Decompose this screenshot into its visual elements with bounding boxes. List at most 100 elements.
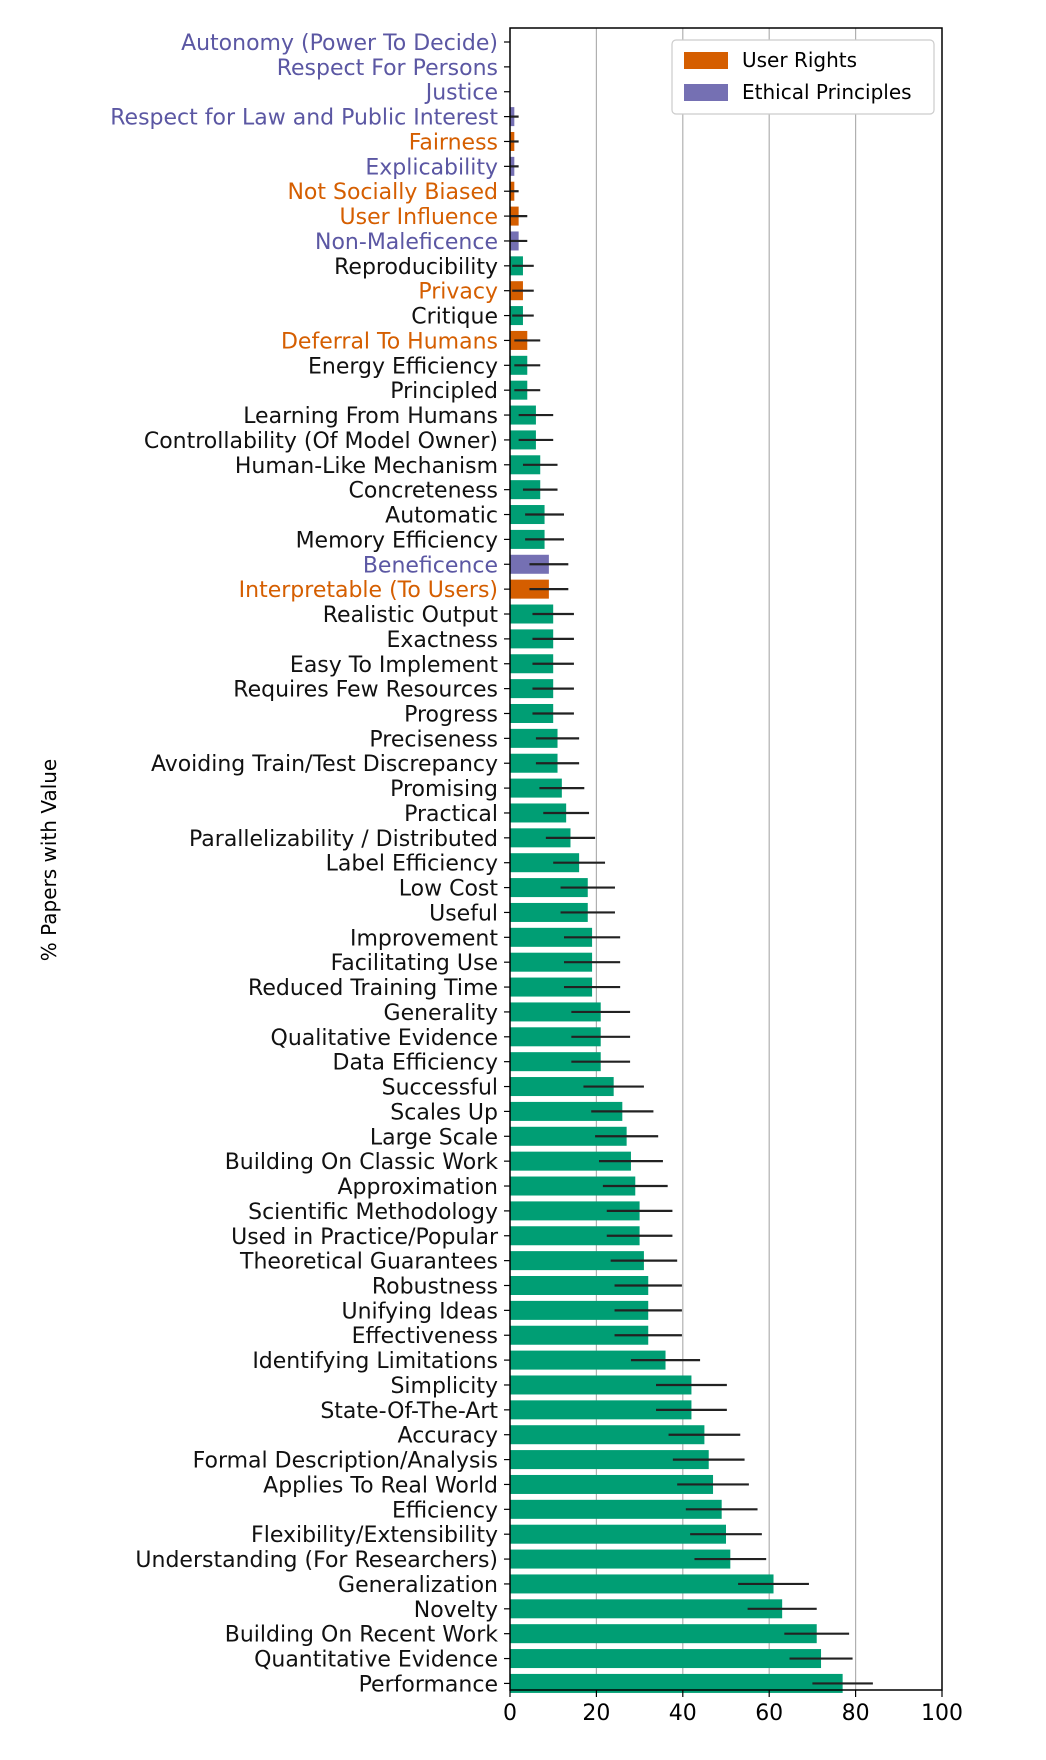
category-labels: Autonomy (Power To Decide)Respect For Pe… (110, 31, 510, 1697)
bars (510, 107, 843, 1693)
bar-parallelizability-distributed (510, 828, 571, 848)
category-label-data-efficiency: Data Efficiency (333, 1051, 499, 1076)
bar-progress (510, 703, 554, 723)
bar-performance (510, 1673, 843, 1693)
category-label-avoiding-train-test-discrepancy: Avoiding Train/Test Discrepancy (151, 752, 498, 777)
category-label-used-in-practice-popular: Used in Practice/Popular (231, 1225, 499, 1250)
legend-swatch-ethical-principles (684, 84, 728, 101)
category-label-exactness: Exactness (386, 628, 498, 653)
bar-generalization (510, 1574, 774, 1594)
category-label-autonomy-power-to-decide: Autonomy (Power To Decide) (181, 31, 498, 56)
legend-swatch-user-rights (684, 52, 728, 69)
category-label-progress: Progress (404, 702, 498, 727)
category-label-performance: Performance (359, 1672, 498, 1697)
category-label-memory-efficiency: Memory Efficiency (296, 528, 498, 553)
category-label-generality: Generality (384, 1001, 498, 1026)
category-label-critique: Critique (411, 305, 498, 330)
category-label-reduced-training-time: Reduced Training Time (248, 976, 498, 1001)
bar-effectiveness (510, 1325, 649, 1345)
x-tick-label-80: 80 (842, 1701, 870, 1726)
bar-formal-description-analysis (510, 1450, 709, 1470)
plot-frame (509, 27, 943, 1691)
category-label-justice: Justice (424, 81, 498, 106)
bar-low-cost (510, 878, 588, 898)
bar-building-on-classic-work (510, 1151, 631, 1171)
bar-scales-up (510, 1101, 623, 1121)
category-label-easy-to-implement: Easy To Implement (290, 653, 498, 678)
bar-qualitative-evidence (510, 1027, 601, 1047)
category-label-principled: Principled (390, 379, 498, 404)
category-label-unifying-ideas: Unifying Ideas (342, 1299, 498, 1324)
bar-building-on-recent-work (510, 1624, 817, 1644)
legend: User Rights Ethical Principles (671, 39, 935, 115)
category-label-low-cost: Low Cost (399, 877, 499, 902)
bar-efficiency (510, 1499, 722, 1519)
category-label-realistic-output: Realistic Output (323, 603, 499, 628)
category-label-user-influence: User Influence (340, 205, 498, 230)
category-label-effectiveness: Effectiveness (352, 1324, 498, 1349)
bar-preciseness (510, 728, 558, 748)
category-label-robustness: Robustness (372, 1275, 498, 1300)
category-label-practical: Practical (404, 802, 498, 827)
bar-practical (510, 803, 567, 823)
category-label-successful: Successful (382, 1076, 498, 1101)
bar-quantitative-evidence (510, 1649, 822, 1669)
legend-label-ethical-principles: Ethical Principles (742, 80, 912, 104)
category-label-non-maleficence: Non-Maleficence (315, 230, 498, 255)
legend-label-user-rights: User Rights (742, 48, 857, 72)
category-label-simplicity: Simplicity (390, 1374, 498, 1399)
category-label-novelty: Novelty (414, 1598, 498, 1623)
category-label-improvement: Improvement (350, 926, 498, 951)
axes (509, 27, 943, 1691)
category-label-scales-up: Scales Up (390, 1100, 498, 1125)
category-label-human-like-mechanism: Human-Like Mechanism (235, 454, 498, 479)
bar-robustness (510, 1276, 649, 1295)
category-label-explicability: Explicability (365, 155, 498, 180)
bar-scientific-methodology (510, 1201, 640, 1221)
bar-successful (510, 1077, 614, 1097)
x-tick-label-100: 100 (921, 1701, 963, 1726)
bar-flexibility-extensibility (510, 1524, 726, 1544)
category-label-large-scale: Large Scale (370, 1125, 498, 1150)
error-bars (510, 115, 873, 1685)
bar-exactness (510, 629, 554, 649)
category-label-label-efficiency: Label Efficiency (326, 852, 498, 877)
bar-used-in-practice-popular (510, 1226, 640, 1246)
x-tick-label-0: 0 (503, 1701, 517, 1726)
category-label-state-of-the-art: State-Of-The-Art (320, 1399, 498, 1424)
category-label-facilitating-use: Facilitating Use (331, 951, 498, 976)
bar-theoretical-guarantees (510, 1251, 644, 1271)
category-label-respect-for-persons: Respect For Persons (277, 56, 498, 81)
bar-understanding-for-researchers (510, 1549, 731, 1569)
category-label-requires-few-resources: Requires Few Resources (233, 678, 498, 703)
bar-promising (510, 778, 562, 798)
category-label-qualitative-evidence: Qualitative Evidence (271, 1026, 498, 1051)
legend-box (671, 39, 935, 115)
x-tick-label-40: 40 (669, 1701, 697, 1726)
category-label-interpretable-to-users: Interpretable (To Users) (239, 578, 498, 603)
category-label-scientific-methodology: Scientific Methodology (248, 1200, 498, 1225)
category-label-controllability-of-model-owner: Controllability (Of Model Owner) (144, 429, 498, 454)
bar-avoiding-train-test-discrepancy (510, 753, 558, 773)
x-tick-label-60: 60 (755, 1701, 783, 1726)
bar-accuracy (510, 1425, 705, 1445)
bar-easy-to-implement (510, 654, 554, 674)
bar-requires-few-resources (510, 679, 554, 699)
bar-realistic-output (510, 604, 554, 624)
bar-novelty (510, 1599, 783, 1619)
category-label-preciseness: Preciseness (369, 727, 498, 752)
bar-approximation (510, 1176, 636, 1196)
category-label-understanding-for-researchers: Understanding (For Researchers) (135, 1548, 498, 1573)
category-label-generalization: Generalization (338, 1573, 498, 1598)
bar-identifying-limitations (510, 1350, 666, 1370)
category-label-quantitative-evidence: Quantitative Evidence (254, 1648, 498, 1673)
bar-applies-to-real-world (510, 1474, 714, 1494)
category-label-building-on-classic-work: Building On Classic Work (225, 1150, 499, 1175)
category-label-concreteness: Concreteness (348, 479, 498, 504)
category-label-reproducibility: Reproducibility (334, 255, 498, 280)
category-label-parallelizability-distributed: Parallelizability / Distributed (189, 827, 498, 852)
category-label-learning-from-humans: Learning From Humans (243, 404, 498, 429)
category-label-identifying-limitations: Identifying Limitations (252, 1349, 498, 1374)
category-label-flexibility-extensibility: Flexibility/Extensibility (251, 1523, 498, 1548)
